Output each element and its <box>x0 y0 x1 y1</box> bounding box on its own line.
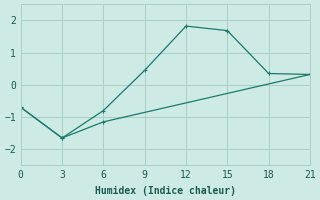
X-axis label: Humidex (Indice chaleur): Humidex (Indice chaleur) <box>95 186 236 196</box>
